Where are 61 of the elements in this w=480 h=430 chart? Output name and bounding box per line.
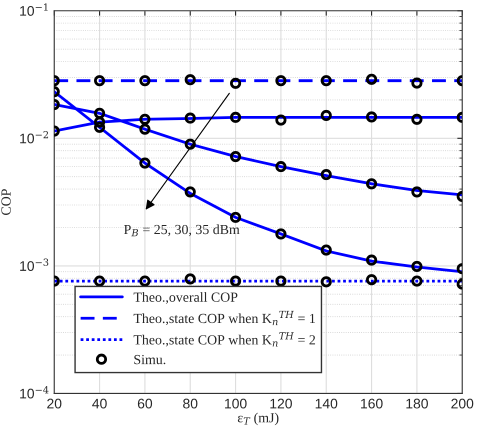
point xyxy=(411,276,422,287)
point xyxy=(230,150,242,162)
point xyxy=(139,124,150,135)
point xyxy=(184,112,196,124)
x-tick-label: 120 xyxy=(270,398,292,409)
point xyxy=(366,111,378,123)
point xyxy=(184,138,196,150)
y-axis-title: COP xyxy=(1,189,11,216)
legend-label: Simu. xyxy=(134,354,166,364)
x-tick-label: 60 xyxy=(138,398,152,409)
x-tick-label: 140 xyxy=(316,398,338,409)
point xyxy=(275,75,286,86)
legend-label: Theo.,overall COP xyxy=(134,292,238,304)
point xyxy=(139,276,150,287)
point xyxy=(94,108,106,119)
point xyxy=(366,74,378,85)
y-tick-label: 10$^{−2}$ xyxy=(20,130,48,144)
point xyxy=(184,186,196,198)
point xyxy=(275,228,286,240)
point xyxy=(320,75,332,86)
point xyxy=(411,78,422,89)
point xyxy=(320,244,332,256)
point xyxy=(139,114,150,125)
point xyxy=(366,178,378,190)
point xyxy=(230,212,242,223)
point xyxy=(94,116,106,128)
x-tick-label: 100 xyxy=(225,398,247,409)
point xyxy=(366,254,378,266)
point xyxy=(275,114,286,126)
point xyxy=(320,168,332,180)
point xyxy=(94,75,106,86)
x-tick-label: 160 xyxy=(361,398,383,409)
y-tick-label: 10$^{−4}$ xyxy=(20,386,49,399)
point xyxy=(411,114,422,125)
point xyxy=(411,186,422,198)
point xyxy=(320,110,332,122)
y-tick-label: 10$^{−1}$ xyxy=(20,3,48,16)
point xyxy=(184,74,196,86)
point xyxy=(230,78,242,89)
x-tick-label: 40 xyxy=(92,398,107,409)
point xyxy=(275,276,286,287)
point xyxy=(230,112,242,123)
point xyxy=(366,274,378,286)
x-tick-label: 200 xyxy=(451,398,474,409)
legend-label: Theo.,state COP when K$_{n}$$^{TH}$ = 2 xyxy=(134,332,316,347)
point xyxy=(184,273,196,284)
point xyxy=(94,122,106,133)
point xyxy=(411,260,422,272)
point xyxy=(94,276,106,287)
annotation: P$_{B}$ = 25, 30, 35 dBm xyxy=(124,224,240,236)
point xyxy=(230,276,242,287)
point xyxy=(275,161,286,172)
x-axis-title: ε$_{T}$ (mJ) xyxy=(238,412,278,426)
x-tick-label: 80 xyxy=(183,398,198,409)
legend-label: Theo.,state COP when K$_{n}$$^{TH}$ = 1 xyxy=(134,310,315,326)
point xyxy=(320,276,332,288)
point xyxy=(139,75,150,86)
x-tick-label: 180 xyxy=(406,398,428,409)
x-tick-label: 20 xyxy=(47,398,62,409)
point xyxy=(139,157,150,169)
y-tick-label: 10$^{−3}$ xyxy=(20,258,48,271)
